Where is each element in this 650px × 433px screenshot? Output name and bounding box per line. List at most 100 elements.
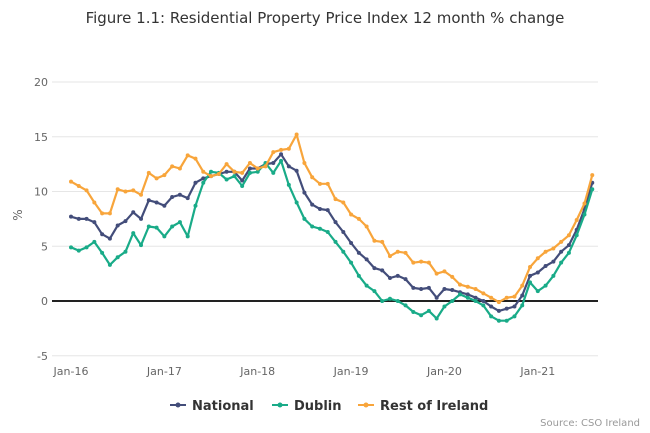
data-point — [566, 243, 571, 248]
data-point — [372, 266, 377, 271]
series-line — [70, 153, 594, 312]
data-point — [76, 248, 81, 253]
data-point — [496, 300, 501, 305]
data-point — [84, 188, 89, 193]
data-point — [504, 318, 509, 323]
data-point — [473, 286, 478, 291]
data-point — [294, 168, 299, 173]
data-point — [123, 219, 128, 224]
data-point — [131, 188, 136, 193]
data-point — [356, 250, 361, 255]
legend-marker — [363, 402, 369, 408]
data-point — [76, 184, 81, 189]
series-lines — [69, 132, 595, 323]
data-point — [496, 318, 501, 323]
data-point — [115, 255, 120, 260]
data-point — [100, 250, 105, 255]
data-point — [170, 224, 175, 229]
data-point — [403, 250, 408, 255]
data-point — [450, 299, 455, 303]
legend-item: National — [170, 399, 254, 414]
data-point — [419, 286, 424, 291]
data-point — [170, 194, 175, 199]
data-point — [442, 286, 447, 291]
data-point — [543, 263, 548, 268]
data-point — [240, 178, 245, 183]
data-point — [325, 230, 330, 235]
data-point — [139, 192, 144, 197]
data-point — [317, 207, 322, 212]
data-point — [496, 308, 501, 313]
data-point — [84, 245, 89, 250]
data-point — [403, 277, 408, 282]
data-point — [310, 202, 315, 207]
data-point — [489, 304, 494, 309]
data-point — [566, 250, 571, 255]
data-point — [115, 187, 120, 192]
x-tick-label: Jan-17 — [146, 365, 182, 378]
data-point — [426, 308, 431, 313]
data-point — [520, 293, 525, 298]
data-point — [349, 240, 354, 245]
data-point — [411, 285, 416, 290]
data-point — [473, 295, 478, 300]
data-point — [395, 273, 400, 278]
data-point — [76, 216, 81, 221]
data-point — [139, 216, 144, 221]
series-dublin — [69, 158, 595, 323]
legend-label: Rest of Ireland — [380, 399, 488, 414]
data-point — [146, 198, 151, 203]
data-point — [139, 243, 144, 248]
data-point — [559, 249, 564, 254]
data-point — [201, 180, 206, 185]
data-point — [240, 184, 245, 189]
data-point — [387, 276, 392, 281]
data-point — [411, 260, 416, 265]
data-point — [582, 212, 587, 217]
data-point — [69, 179, 73, 184]
data-point — [458, 282, 462, 287]
data-point — [224, 169, 229, 174]
y-tick-labels: -5 0 5 10 15 20 — [34, 76, 48, 363]
data-point — [286, 164, 291, 169]
data-point — [69, 245, 73, 250]
data-point — [559, 260, 564, 265]
data-point — [512, 314, 517, 319]
data-point — [419, 313, 424, 318]
data-point — [535, 256, 540, 261]
data-point — [131, 210, 136, 215]
y-tick-label: 20 — [34, 76, 48, 89]
data-point — [434, 295, 439, 300]
data-point — [185, 234, 190, 239]
data-point — [177, 220, 182, 225]
data-point — [255, 166, 260, 171]
legend-item: Dublin — [272, 399, 342, 414]
data-point — [302, 216, 307, 221]
data-point — [240, 170, 245, 175]
data-point — [209, 169, 214, 174]
data-point — [185, 153, 190, 158]
data-point — [154, 176, 159, 181]
data-point — [403, 303, 408, 308]
data-point — [271, 150, 276, 155]
data-point — [442, 269, 447, 274]
data-point — [69, 214, 73, 219]
data-point — [349, 260, 354, 265]
data-point — [255, 169, 260, 174]
data-point — [380, 239, 385, 244]
data-point — [146, 170, 151, 175]
data-point — [372, 238, 377, 243]
data-point — [193, 203, 198, 208]
data-point — [232, 174, 237, 179]
data-point — [574, 233, 579, 238]
data-point — [364, 224, 369, 229]
legend-item: Rest of Ireland — [358, 399, 488, 414]
data-point — [458, 292, 462, 297]
data-point — [317, 226, 322, 231]
legend: National Dublin Rest of Ireland — [170, 399, 488, 414]
data-point — [271, 170, 276, 175]
data-point — [426, 285, 431, 290]
data-point — [100, 232, 105, 237]
data-point — [185, 196, 190, 201]
